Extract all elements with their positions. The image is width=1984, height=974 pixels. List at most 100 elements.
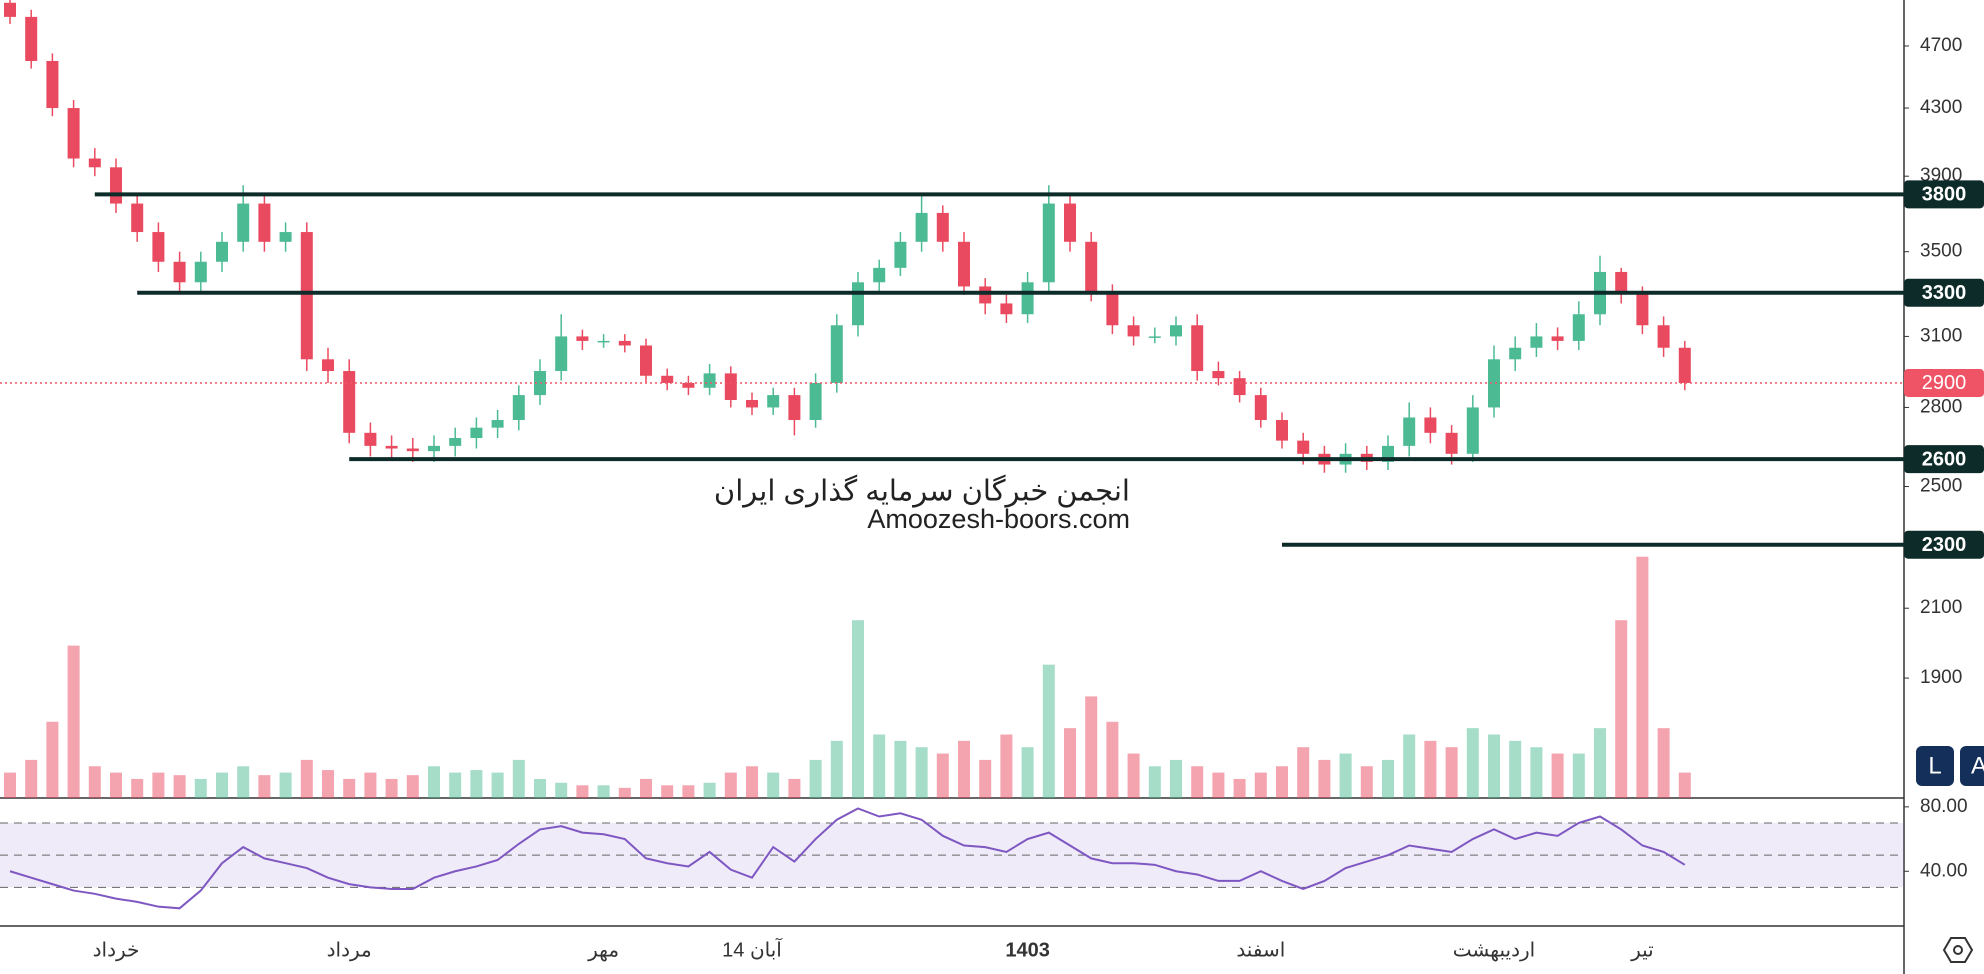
candle-body: [67, 108, 80, 159]
watermark: انجمن خبرگان سرمایه گذاری ایران: [714, 475, 1130, 508]
volume-bar: [1170, 759, 1182, 798]
volume-bar: [237, 766, 250, 798]
volume-bar: [1424, 740, 1437, 798]
volume-bar: [1339, 753, 1352, 798]
candle-body: [788, 395, 801, 421]
volume-bar: [682, 785, 695, 798]
candle-body: [491, 420, 504, 428]
volume-bar: [428, 766, 440, 798]
y-tick-label: 3500: [1920, 241, 1962, 262]
candle-body: [1445, 432, 1458, 454]
candle-body: [110, 167, 122, 204]
volume-bar: [1403, 734, 1416, 798]
volume-bar: [385, 778, 398, 798]
volume-bar: [534, 778, 546, 798]
volume-bar: [25, 759, 38, 798]
volume-bar: [555, 782, 568, 798]
last-price-box: [1904, 368, 1984, 397]
candle-body: [597, 340, 610, 343]
volume-bar: [258, 775, 271, 798]
candle-body: [1403, 417, 1416, 446]
candle-body: [1657, 325, 1670, 348]
candle-body: [1615, 271, 1628, 293]
volume-bar: [406, 775, 419, 798]
button-bg: [1960, 746, 1984, 786]
candle-body: [1678, 347, 1691, 383]
volume-bar: [746, 766, 758, 798]
candle-body: [152, 232, 165, 262]
candle-body: [406, 448, 419, 452]
candle-body: [1424, 417, 1437, 433]
candle-body: [1191, 325, 1204, 372]
candle-body: [979, 286, 992, 304]
x-tick-label: مرداد: [327, 939, 372, 961]
candle-body: [1064, 203, 1076, 242]
volume-bar: [852, 620, 864, 798]
candle-body: [1000, 303, 1013, 315]
candle-body: [194, 261, 207, 283]
candle-body: [512, 395, 525, 421]
volume-bar: [88, 766, 101, 798]
level-label-box: [1904, 278, 1984, 307]
volume-bar: [279, 772, 292, 798]
candle-body: [1551, 336, 1564, 341]
candle-body: [618, 340, 631, 346]
volume-bar: [894, 740, 907, 798]
volume-bar: [449, 772, 462, 798]
icon-dot: [1953, 945, 1963, 955]
volume-bar: [322, 770, 334, 798]
candle-body: [958, 241, 970, 287]
candle-body: [1042, 203, 1055, 283]
candle-body: [470, 427, 483, 439]
volume-bar: [1297, 747, 1310, 798]
volume-bar: [343, 778, 356, 798]
volume-bar: [1572, 753, 1585, 798]
volume-bar: [1064, 728, 1076, 798]
volume-bar: [661, 785, 674, 798]
volume-bar: [915, 747, 928, 798]
volume-bar: [597, 785, 610, 798]
level-label-box: [1904, 180, 1984, 209]
button[interactable]: L: [1928, 752, 1941, 779]
volume-bar: [46, 721, 59, 798]
volume-bar: [364, 772, 377, 798]
y-tick-label: 2100: [1920, 597, 1962, 618]
candle-body: [385, 445, 398, 449]
candle-body: [873, 267, 886, 283]
volume-bar: [1000, 734, 1013, 798]
candle-body: [1509, 347, 1522, 360]
volume-bar: [809, 759, 822, 798]
y-tick-label: 2800: [1920, 396, 1962, 417]
candle-body: [830, 325, 843, 383]
candle-body: [46, 60, 59, 109]
candle-body: [746, 400, 758, 408]
candle-body: [1106, 292, 1119, 326]
x-tick-label: تیر: [1630, 939, 1654, 961]
candle-body: [809, 382, 822, 421]
candle-body: [1085, 241, 1098, 293]
volume-bar: [1127, 753, 1140, 798]
volume-bar: [1509, 740, 1522, 798]
volume-bar: [1488, 734, 1500, 798]
candle-body: [1636, 292, 1649, 326]
volume-bar: [979, 759, 992, 798]
settings-icon[interactable]: [1942, 937, 1974, 963]
volume-bar: [216, 772, 228, 798]
candle-body: [1212, 371, 1225, 379]
candle-body: [4, 2, 16, 17]
candle-body: [1127, 325, 1140, 337]
button[interactable]: A: [1971, 752, 1984, 779]
candle-body: [724, 373, 737, 401]
candle-body: [1488, 359, 1500, 408]
volume-bar: [1318, 759, 1331, 798]
volume-bar: [1466, 728, 1479, 798]
volume-bar: [1276, 766, 1288, 798]
volume-bar: [1530, 747, 1543, 798]
level-label-box: [1904, 530, 1984, 559]
volume-bar: [1382, 759, 1394, 798]
x-tick-label: 1403: [1005, 939, 1050, 961]
level-label: 3800: [1922, 184, 1967, 206]
last-price-label: 2900: [1922, 372, 1967, 394]
volume-bar: [300, 759, 313, 798]
